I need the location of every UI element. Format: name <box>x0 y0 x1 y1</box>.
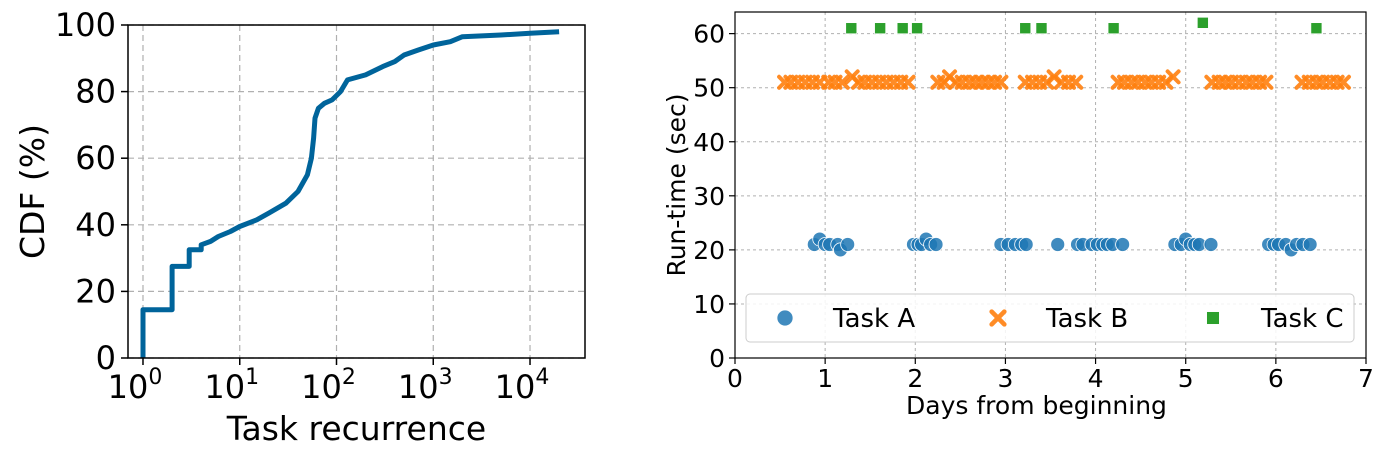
data-point <box>1115 237 1131 252</box>
x-tick-base: 10 <box>108 368 149 406</box>
data-point <box>840 237 856 252</box>
y-tick-label: 20 <box>693 236 725 265</box>
data-point <box>1258 74 1274 90</box>
plot-frame <box>127 24 586 359</box>
x-tick-label: 103 <box>398 365 453 406</box>
x-tick-label: 4 <box>1088 364 1104 393</box>
data-point <box>1019 22 1032 35</box>
x-tick-label: 0 <box>727 364 743 393</box>
legend-box <box>745 293 1355 343</box>
y-tick-label: 0 <box>709 344 725 373</box>
x-axis-label: Task recurrence <box>226 409 486 448</box>
y-axis-label: Run-time (sec) <box>662 93 691 276</box>
x-tick-base: 10 <box>398 368 439 406</box>
plot-frame <box>734 11 1367 359</box>
legend-marker <box>776 309 794 327</box>
y-tick-label: 30 <box>693 182 725 211</box>
data-point <box>993 74 1009 90</box>
data-point <box>1107 22 1120 35</box>
y-tick-label: 20 <box>75 272 116 310</box>
x-axis-label: Days from beginning <box>906 391 1167 420</box>
data-point <box>1050 237 1066 252</box>
runtime-scatter-chart: Task A Task B Task C 0 1 2 3 4 5 6 7 0 10 20 30 40 50 60 D… <box>662 11 1374 420</box>
x-tick-label: 2 <box>907 364 923 393</box>
legend-marker <box>989 309 1007 327</box>
x-tick-base: 10 <box>495 368 536 406</box>
data-point <box>874 22 886 35</box>
x-tick-label: 6 <box>1268 364 1284 393</box>
data-point <box>1302 237 1318 252</box>
data-point <box>1018 237 1034 252</box>
legend-label: Task C <box>1260 304 1344 334</box>
x-tick-exponent: 3 <box>439 365 453 390</box>
data-point <box>1310 22 1323 35</box>
data-point <box>1165 69 1181 85</box>
y-tick-label: 10 <box>693 290 725 319</box>
y-tick-label: 60 <box>693 20 725 49</box>
series-task-b <box>777 69 1351 90</box>
y-tick-label: 0 <box>96 339 116 377</box>
legend-label: Task B <box>1045 304 1128 334</box>
x-tick-label: 3 <box>997 364 1013 393</box>
data-point <box>1068 74 1084 90</box>
x-tick-label: 102 <box>301 365 356 406</box>
x-tick-label: 101 <box>204 365 259 406</box>
y-tick-label: 50 <box>693 74 725 103</box>
series-task-a <box>806 231 1318 258</box>
x-tick-exponent: 0 <box>148 365 162 390</box>
data-point <box>928 237 944 252</box>
y-tick-label: 60 <box>75 139 116 177</box>
x-tick-label: 7 <box>1358 364 1374 393</box>
legend-marker <box>1206 311 1220 325</box>
cdf-line <box>140 29 560 358</box>
data-point <box>900 74 916 90</box>
data-point <box>1203 237 1219 252</box>
x-tick-base: 10 <box>301 368 342 406</box>
y-tick-label: 40 <box>693 128 725 157</box>
y-axis-label: CDF (%) <box>13 124 52 259</box>
data-point <box>834 74 850 90</box>
data-point <box>845 22 858 35</box>
y-tick-label: 40 <box>75 206 116 244</box>
x-tick-exponent: 1 <box>245 365 259 390</box>
x-tick-exponent: 4 <box>535 365 549 390</box>
x-tick-label: 5 <box>1178 364 1194 393</box>
x-tick-base: 10 <box>204 368 245 406</box>
x-tick-label: 1 <box>817 364 833 393</box>
x-tick-label: 100 <box>108 365 163 406</box>
y-tick-label: 80 <box>75 73 116 111</box>
legend: Task A Task B Task C <box>745 293 1355 343</box>
y-tick-label: 100 <box>55 6 116 44</box>
legend-label: Task A <box>832 304 915 334</box>
series-task-c <box>845 17 1323 35</box>
x-tick-label: 104 <box>495 365 550 406</box>
x-tick-exponent: 2 <box>342 365 356 390</box>
data-point <box>1035 22 1048 35</box>
data-point <box>1335 74 1351 90</box>
data-point <box>896 22 909 35</box>
data-point <box>911 22 923 35</box>
data-point <box>1197 17 1209 29</box>
